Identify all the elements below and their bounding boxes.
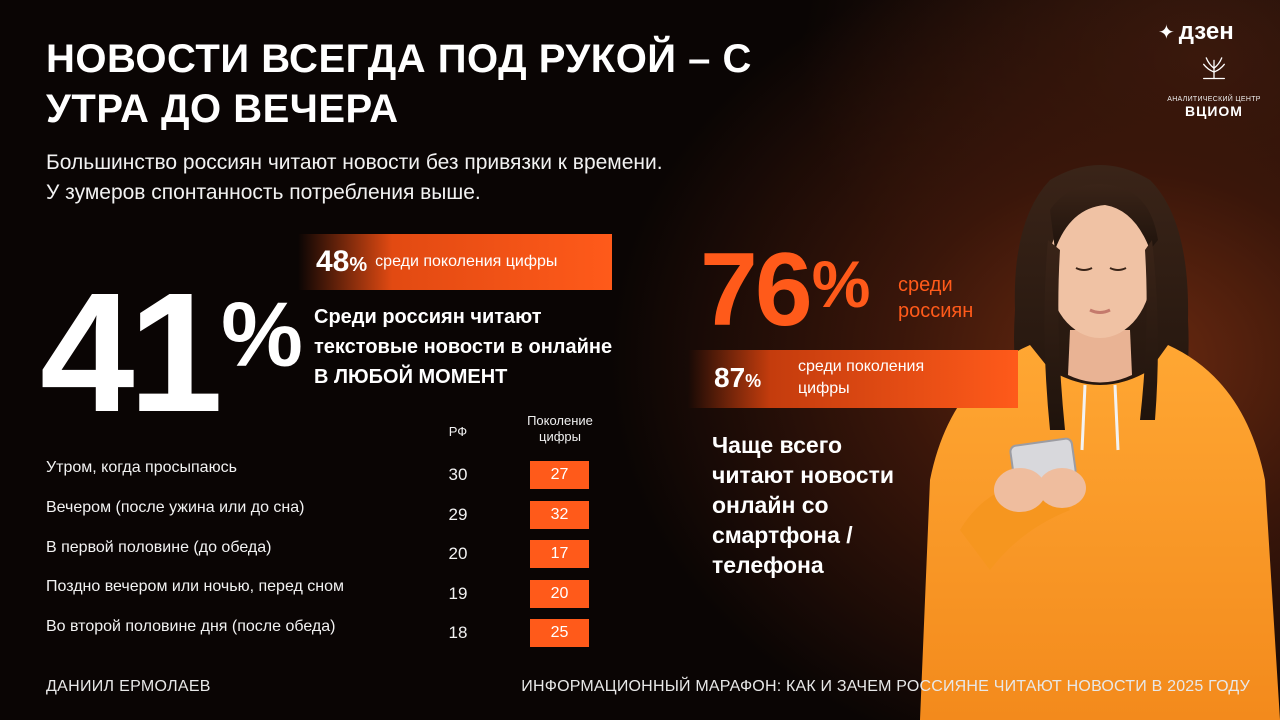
vciom-subtitle: АНАЛИТИЧЕСКИЙ ЦЕНТР [1167,96,1261,103]
dzen-star-icon: ✦ [1158,21,1175,44]
table-row-rf-value: 20 [448,544,468,563]
page-title: НОВОСТИ ВСЕГДА ПОД РУКОЙ – С УТРА ДО ВЕЧ… [46,37,752,131]
column-header-generation: Поколение цифры [527,413,593,444]
vciom-tree-icon [1203,57,1225,80]
footer-event-title: ИНФОРМАЦИОННЫЙ МАРАФОН: КАК И ЗАЧЕМ РОСС… [521,678,1250,695]
column-header-rf: РФ [448,424,468,439]
table-row-label: В первой половине (до обеда) [46,539,272,556]
table-row-label: Вечером (после ужина или до сна) [46,499,305,516]
gen-87-label: среди поколения цифры [798,358,925,397]
subtitle-line-2: У зумеров спонтанность потребления выше. [46,181,481,204]
vciom-name: ВЦИОМ [1185,103,1243,119]
stat-76-label: среди россиян [898,274,974,322]
page-subtitle: Большинство россиян читают новости без п… [46,148,806,208]
stat-41-value: 41 [40,258,223,448]
stat-76-value: 76 [700,232,813,348]
table-row-label: Во второй половине дня (после обеда) [46,618,336,635]
table-row-rf-value: 19 [448,584,468,603]
dzen-logo: ✦ дзен [1158,18,1234,46]
table-row-gen-value: 17 [530,540,589,568]
table-row-rf-value: 18 [448,623,468,642]
subtitle-line-1: Большинство россиян читают новости без п… [46,151,663,174]
gen-87-value: 87% [714,362,762,393]
gen-48-label: среди поколения цифры [375,253,558,270]
table-row-gen-value: 27 [530,461,589,489]
gen-48-badge: 48% среди поколения цифры [298,234,612,290]
table-row-rf-value: 30 [448,465,468,484]
gen-48-value: 48% [316,245,368,278]
stat-41-pct: % [221,284,303,386]
stat-41-percent: 41 % [40,250,303,438]
stat-76-pct: % [811,247,871,321]
table-row-label: Утром, когда просыпаюсь [46,459,237,476]
dzen-logo-text: дзен [1178,18,1234,45]
device-description: Чаще всего читают новости онлайн со смар… [712,432,894,578]
stat-76-percent: 76 % [700,232,870,342]
table-row-rf-value: 29 [448,505,468,524]
woman-with-smartphone-illustration [920,165,1280,720]
footer-author: ДАНИИЛ ЕРМОЛАЕВ [46,678,211,695]
table-row-gen-value: 25 [530,619,589,647]
table-row-label: Поздно вечером или ночью, перед сном [46,578,345,595]
gen-87-badge: 87% среди поколения цифры [688,350,1018,408]
stat-41-description: Среди россиян читают текстовые новости в… [314,306,613,388]
table-row-gen-value: 32 [530,501,589,529]
table-row-gen-value: 20 [530,580,589,608]
